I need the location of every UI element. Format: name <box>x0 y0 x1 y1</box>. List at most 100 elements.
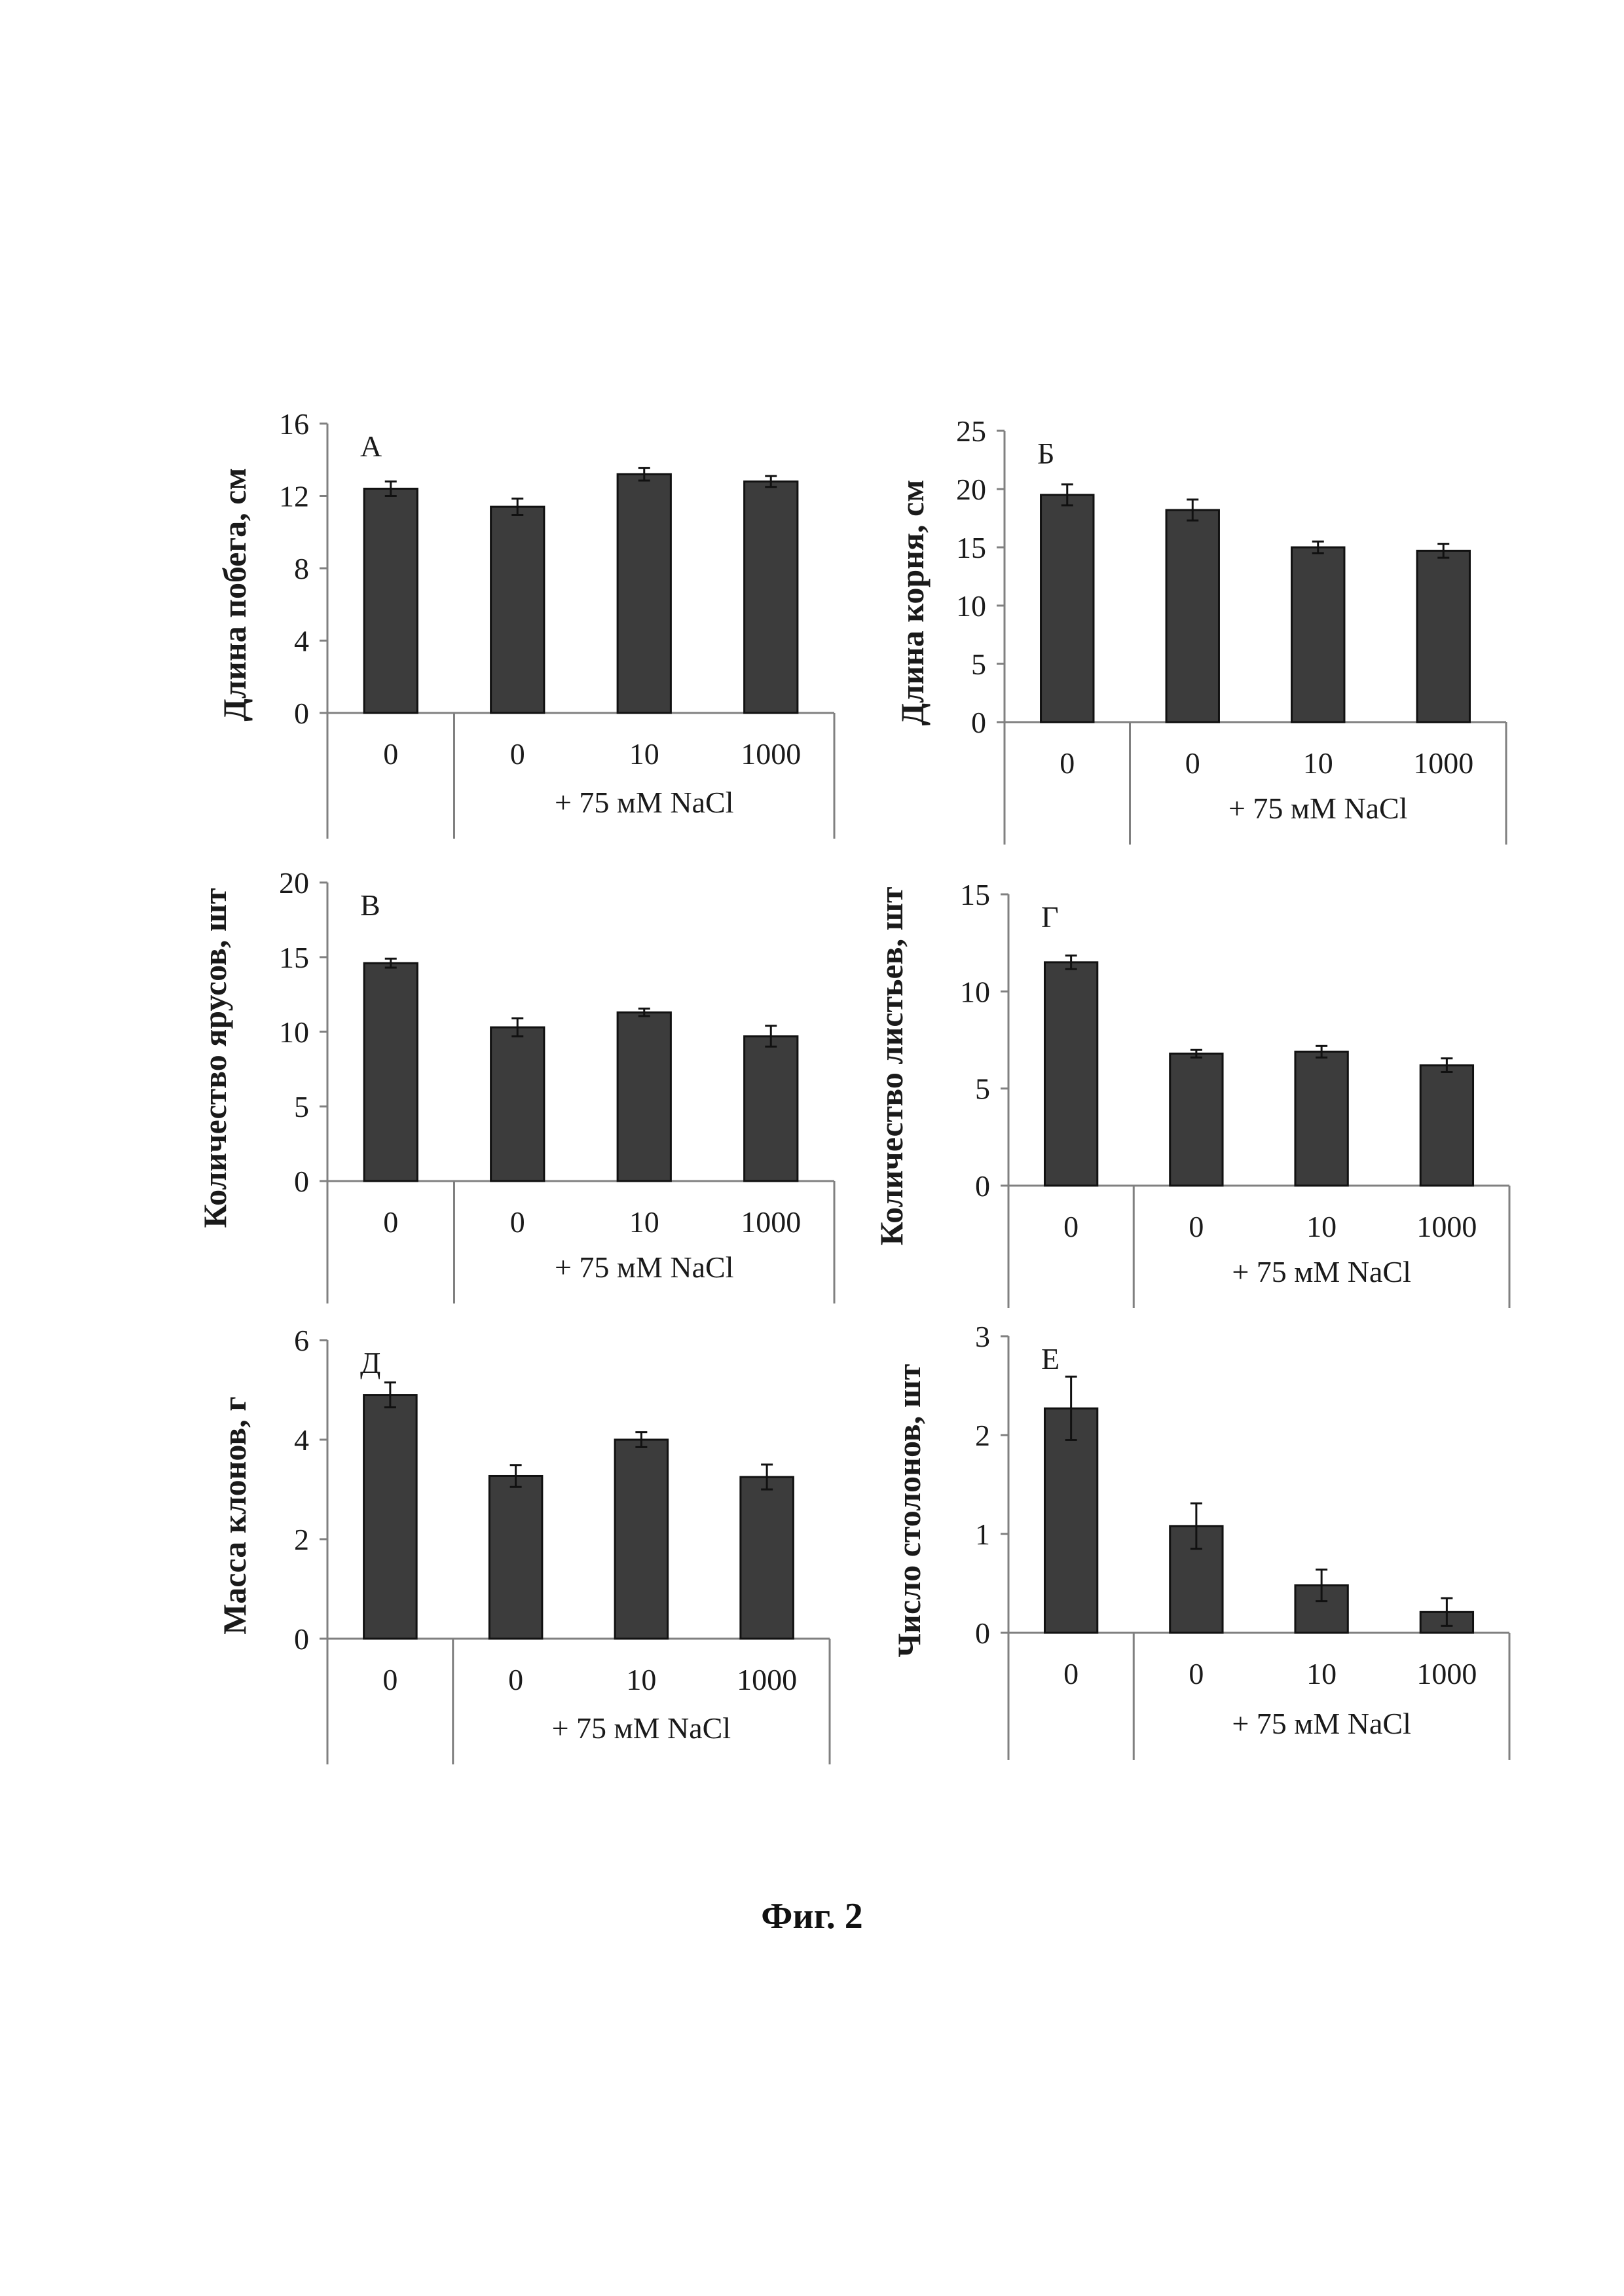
y-axis-label: Количество ярусов, шт <box>196 888 233 1228</box>
y-axis-label: Длина побега, см <box>216 468 253 721</box>
category-label: 1000 <box>1413 746 1473 780</box>
group-label: + 75 мМ NaCl <box>555 786 734 819</box>
y-tick-label: 15 <box>279 941 309 974</box>
panel-letter: В <box>360 888 380 922</box>
y-tick-label: 16 <box>279 407 309 441</box>
category-label: 0 <box>1185 746 1200 780</box>
y-tick-label: 3 <box>975 1320 990 1353</box>
chart-panel-6: 0 1 2 3 0 0 10 1000+ 75 мМ NaCl Е Число столонов,… <box>891 1320 1509 1760</box>
bar <box>618 474 671 713</box>
panel-letter: Д <box>360 1346 380 1379</box>
panel-letter: Г <box>1041 900 1059 934</box>
bar <box>491 1027 544 1181</box>
y-tick-label: 15 <box>960 878 990 911</box>
group-label: + 75 мМ NaCl <box>555 1250 734 1284</box>
panel-letter: А <box>360 429 382 463</box>
category-label: 0 <box>383 1205 398 1239</box>
y-tick-label: 5 <box>294 1090 309 1123</box>
y-axis-label: Число столонов, шт <box>891 1364 927 1657</box>
group-label: + 75 мМ NaCl <box>1228 792 1408 825</box>
y-tick-label: 1 <box>975 1518 990 1551</box>
y-tick-label: 0 <box>294 697 309 730</box>
y-tick-label: 6 <box>294 1324 309 1357</box>
category-label: 10 <box>1306 1210 1337 1243</box>
chart-panel-3: 0 5 10 15 20 0 0 10 1000+ 75 мМ NaCl В Количество … <box>196 866 834 1303</box>
category-label: 0 <box>1189 1657 1204 1690</box>
category-label: 1000 <box>741 1205 801 1239</box>
y-tick-label: 15 <box>956 531 986 564</box>
bar <box>618 1012 671 1181</box>
bar <box>1041 495 1094 722</box>
chart-panel-4: 0 5 10 15 0 0 10 1000+ 75 мМ NaCl Г Количество ли… <box>873 878 1509 1308</box>
y-tick-label: 10 <box>960 975 990 1008</box>
bar <box>745 1036 798 1181</box>
category-label: 0 <box>1063 1210 1079 1243</box>
bar <box>745 481 798 713</box>
bar <box>615 1440 668 1639</box>
panel-letter: Б <box>1037 437 1054 470</box>
bar <box>741 1477 794 1639</box>
bar <box>1295 1051 1348 1186</box>
figure-caption: Фиг. 2 <box>0 1895 1624 1937</box>
bar <box>1170 1053 1223 1186</box>
category-label: 0 <box>1063 1657 1079 1690</box>
group-label: + 75 мМ NaCl <box>552 1711 731 1745</box>
figure-2-bar-charts: 048121600101000+ 75 мМ NaClАДлина побега… <box>0 0 1624 2296</box>
bar <box>489 1476 542 1639</box>
bar <box>1044 1408 1097 1633</box>
bar <box>491 507 544 713</box>
y-tick-label: 0 <box>294 1165 309 1198</box>
bar <box>1292 547 1344 722</box>
category-label: 10 <box>629 1205 659 1239</box>
y-tick-label: 12 <box>279 480 309 513</box>
y-tick-label: 20 <box>279 866 309 900</box>
y-tick-label: 8 <box>294 552 309 585</box>
y-tick-label: 10 <box>279 1015 309 1049</box>
group-label: + 75 мМ NaCl <box>1232 1255 1411 1288</box>
y-axis-label: Масса клонов, г <box>216 1396 253 1635</box>
bar <box>364 963 417 1181</box>
chart-panel-2: 0 5 10 15 20 25 0 0 10 1000+ 75 мМ NaCl Б Длина кор… <box>894 414 1506 845</box>
category-label: 10 <box>626 1663 656 1696</box>
group-label: + 75 мМ NaCl <box>1232 1707 1411 1740</box>
bar <box>1417 551 1469 722</box>
y-tick-label: 5 <box>971 647 986 681</box>
category-label: 0 <box>510 737 525 771</box>
bar <box>364 488 417 713</box>
y-tick-label: 0 <box>971 706 986 739</box>
category-label: 1000 <box>741 737 801 771</box>
y-tick-label: 5 <box>975 1072 990 1106</box>
y-tick-label: 2 <box>294 1523 309 1556</box>
y-tick-label: 0 <box>294 1622 309 1656</box>
category-label: 1000 <box>1416 1210 1477 1243</box>
category-label: 10 <box>1306 1657 1337 1690</box>
category-label: 1000 <box>737 1663 797 1696</box>
y-tick-label: 4 <box>294 625 309 658</box>
chart-panel-5: 0 2 4 6 0 0 10 1000+ 75 мМ NaCl Д Масса клонов, г <box>216 1324 830 1764</box>
y-tick-label: 4 <box>294 1423 309 1457</box>
category-label: 0 <box>508 1663 523 1696</box>
figure-page: 048121600101000+ 75 мМ NaClАДлина побега… <box>0 0 1624 2296</box>
chart-panel-1: 0 4 8 12 16 0 0 10 1000+ 75 мМ NaCl А Длина побега… <box>216 407 834 839</box>
y-axis-label: Длина корня, см <box>894 480 931 726</box>
y-tick-label: 25 <box>956 414 986 448</box>
category-label: 10 <box>629 737 659 771</box>
category-label: 10 <box>1303 746 1333 780</box>
y-axis-label: Количество листьев, шт <box>873 887 910 1246</box>
y-tick-label: 10 <box>956 589 986 623</box>
category-label: 0 <box>1189 1210 1204 1243</box>
y-tick-label: 2 <box>975 1419 990 1452</box>
y-tick-label: 20 <box>956 473 986 506</box>
bar <box>364 1395 417 1639</box>
category-label: 0 <box>382 1663 397 1696</box>
y-tick-label: 0 <box>975 1169 990 1203</box>
bar <box>1044 962 1097 1186</box>
y-tick-label: 0 <box>975 1616 990 1650</box>
category-label: 1000 <box>1416 1657 1477 1690</box>
bar <box>1420 1065 1473 1186</box>
bar <box>1166 510 1219 722</box>
category-label: 0 <box>383 737 398 771</box>
panel-letter: Е <box>1041 1342 1060 1376</box>
category-label: 0 <box>510 1205 525 1239</box>
category-label: 0 <box>1060 746 1075 780</box>
